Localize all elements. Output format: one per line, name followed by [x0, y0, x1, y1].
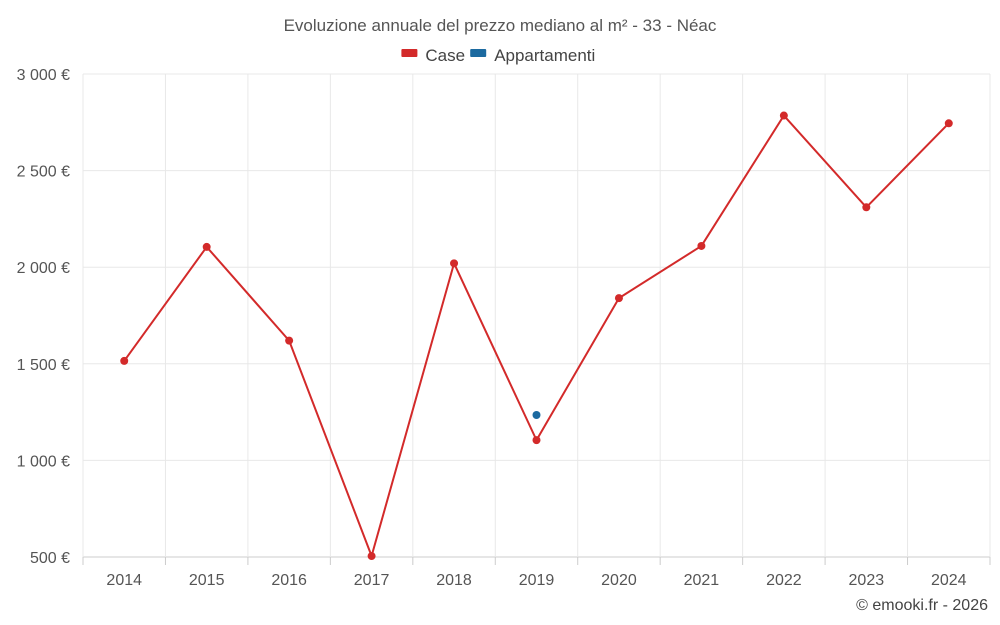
x-axis-ticks: 2014 2015 2016 2017 2018 2019 2020 2021 2022 2023…: [82, 557, 991, 589]
series-case-point: [779, 111, 788, 120]
legend-swatch-case: [401, 49, 418, 57]
x-tick-label: 2021: [684, 572, 720, 589]
y-tick-label: 500 €: [30, 550, 70, 567]
series-layer: [120, 111, 953, 561]
x-tick-label: 2016: [271, 572, 307, 589]
series-case-point: [614, 294, 623, 303]
legend-swatch-appartamenti: [470, 49, 487, 57]
x-tick-label: 2018: [436, 572, 472, 589]
series-case-point: [285, 336, 294, 345]
y-tick-label: 2 500 €: [17, 164, 70, 181]
gridlines: [82, 73, 991, 558]
credit-text: © emooki.fr - 2026: [856, 597, 988, 614]
series-case-point: [532, 436, 541, 445]
x-tick-label: 2015: [189, 572, 225, 589]
x-tick-label: 2024: [931, 572, 967, 589]
x-tick-label: 2020: [601, 572, 637, 589]
x-tick-label: 2014: [106, 572, 142, 589]
series-case-point: [120, 356, 129, 365]
series-case-point: [944, 119, 953, 128]
series-appartamenti: [532, 410, 541, 419]
legend: Case Appartamenti: [401, 46, 595, 65]
y-tick-label: 1 000 €: [17, 453, 70, 470]
y-tick-label: 1 500 €: [17, 357, 70, 374]
series-appartamenti-point: [532, 410, 541, 419]
series-case: [120, 111, 953, 561]
series-case-point: [862, 203, 871, 212]
chart-title: Evoluzione annuale del prezzo mediano al…: [284, 16, 717, 35]
series-case-point: [450, 259, 459, 268]
series-case-point: [697, 241, 706, 250]
legend-label-case: Case: [425, 46, 465, 65]
y-tick-label: 2 000 €: [17, 260, 70, 277]
x-tick-label: 2023: [849, 572, 885, 589]
x-tick-label: 2017: [354, 572, 390, 589]
series-case-point: [367, 552, 376, 561]
series-case-point: [202, 242, 211, 251]
x-tick-label: 2022: [766, 572, 802, 589]
y-tick-label: 3 000 €: [17, 67, 70, 84]
x-tick-label: 2019: [519, 572, 555, 589]
legend-label-appartamenti: Appartamenti: [494, 46, 595, 65]
y-axis-ticks: 500 € 1 000 € 1 500 € 2 000 € 2 500 € 3 000 €: [17, 67, 70, 567]
